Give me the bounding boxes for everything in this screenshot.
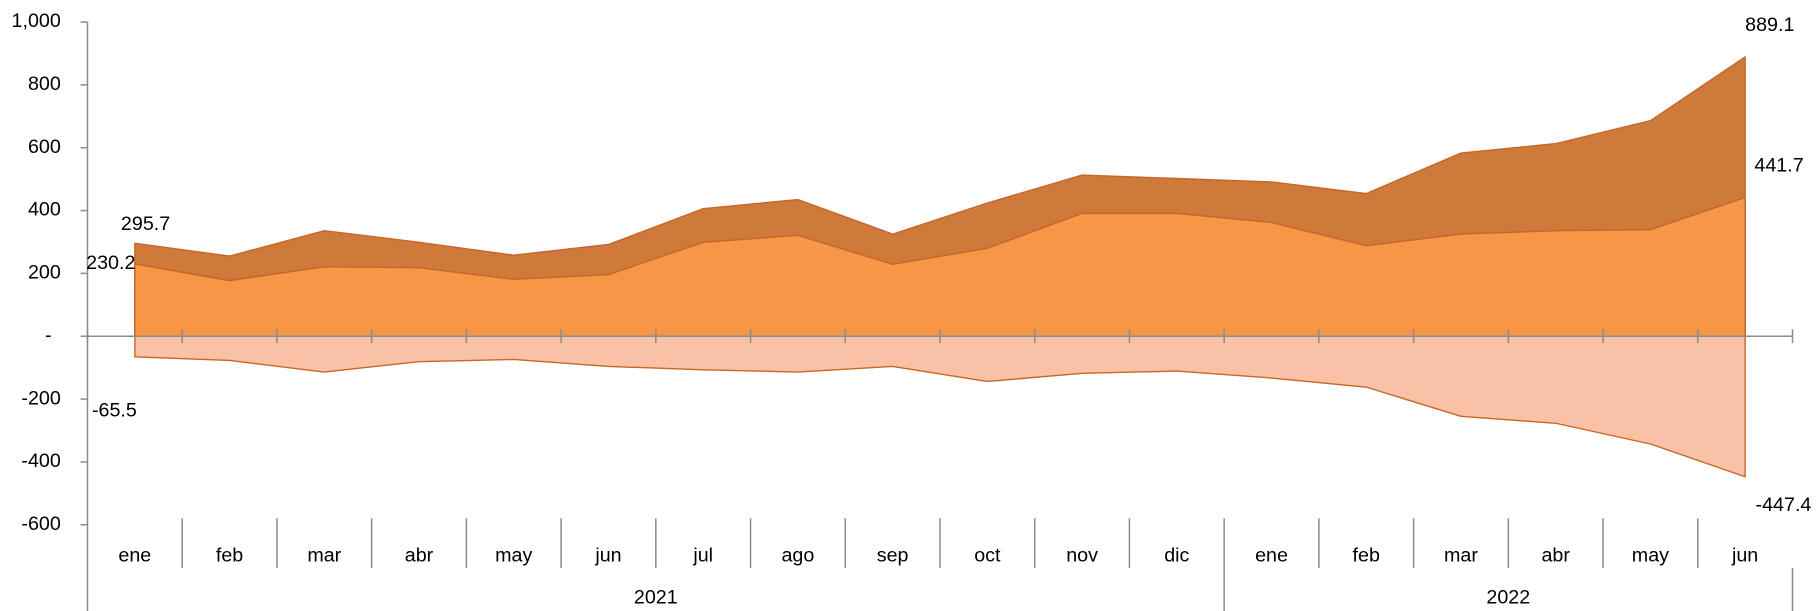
x-tick-label: ene <box>118 545 151 567</box>
y-tick-label: 200 <box>28 262 61 284</box>
x-tick-label: jun <box>1731 545 1758 567</box>
data-label: -447.4 <box>1756 494 1812 516</box>
x-tick-label: mar <box>1444 545 1478 567</box>
x-tick-label: feb <box>216 545 243 567</box>
data-label: -65.5 <box>92 399 137 421</box>
data-label: 441.7 <box>1754 154 1803 176</box>
x-tick-label: dic <box>1164 545 1189 567</box>
x-tick-label: jul <box>692 545 713 567</box>
x-tick-label: feb <box>1353 545 1380 567</box>
y-tick-label: 1,000 <box>12 10 61 32</box>
y-tick-label: -200 <box>21 387 60 409</box>
x-tick-label: ene <box>1255 545 1288 567</box>
x-tick-label: may <box>495 545 532 567</box>
y-tick-label: -600 <box>21 513 60 535</box>
x-tick-label: mar <box>307 545 341 567</box>
x-tick-label: oct <box>974 545 1001 567</box>
data-label: 889.1 <box>1745 14 1794 36</box>
data-label: 230.2 <box>86 252 135 274</box>
x-tick-label: abr <box>1541 545 1570 567</box>
group-label: 2022 <box>1486 586 1530 608</box>
area <box>134 335 1746 478</box>
y-tick-label: - <box>45 324 52 346</box>
group-label: 2021 <box>634 586 678 608</box>
y-tick-label: 800 <box>28 73 61 95</box>
x-tick-label: sep <box>877 545 909 567</box>
y-tick-label: -400 <box>21 450 60 472</box>
x-tick-label: jun <box>594 545 621 567</box>
y-tick-label: 400 <box>28 199 61 221</box>
y-tick-label: 600 <box>28 136 61 158</box>
x-tick-label: nov <box>1066 545 1098 567</box>
x-tick-label: may <box>1632 545 1669 567</box>
area <box>134 196 1746 337</box>
data-label: 295.7 <box>121 213 170 235</box>
x-tick-label: ago <box>781 545 814 567</box>
x-tick-label: abr <box>405 545 434 567</box>
